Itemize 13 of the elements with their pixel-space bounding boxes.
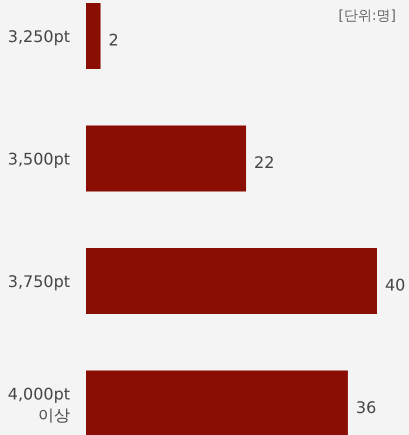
data-label: 36 bbox=[356, 398, 376, 417]
y-tick-label: 3,250pt bbox=[8, 26, 70, 46]
y-tick-label: 3,750pt bbox=[8, 272, 70, 290]
bar bbox=[86, 126, 246, 192]
data-label: 40 bbox=[385, 276, 406, 294]
annotation: [단위:명] bbox=[338, 8, 396, 24]
y-tick-label: 4,000pt 이상 bbox=[8, 384, 70, 424]
bar bbox=[86, 248, 377, 314]
y-tick-label: 3,500pt bbox=[8, 149, 70, 168]
data-label: 2 bbox=[108, 30, 119, 50]
bar bbox=[86, 3, 101, 69]
data-label: 22 bbox=[254, 153, 274, 172]
bar bbox=[86, 370, 348, 435]
